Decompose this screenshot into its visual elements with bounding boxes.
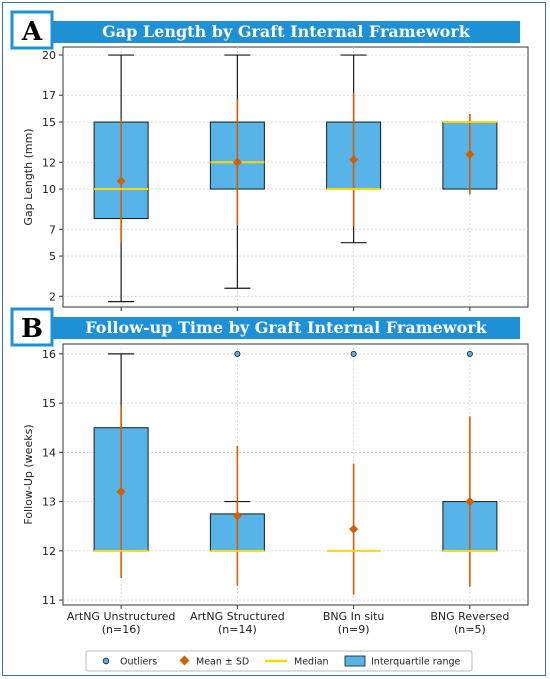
panel-b-outlier-point [234, 350, 241, 357]
panel-a-title-bar [52, 21, 520, 43]
panel-b-category-n: (n=5) [454, 623, 486, 636]
panel-a-ytick-label: 15 [42, 116, 56, 129]
panel-b-ytick-label: 11 [42, 594, 56, 607]
panel-a-letter-box [10, 10, 54, 50]
panel-b-ytick-label: 12 [42, 545, 56, 558]
panel-a-ytick-label: 5 [49, 250, 56, 263]
panel-b-outlier-point [466, 350, 473, 357]
panel-b-title-bar [52, 317, 520, 339]
panel-b-mean-marker [116, 487, 126, 497]
legend-mean-label: Mean ± SD [196, 657, 249, 668]
panel-b-category-n: (n=16) [102, 623, 141, 636]
panel-b-category-label: ArtNG Structured [190, 610, 285, 623]
panel-a-mean-marker [232, 157, 242, 167]
panel-b-category-label: ArtNG Unstructured [67, 610, 176, 623]
panel-b-title: Follow-up Time by Graft Internal Framewo… [85, 318, 487, 337]
legend-iqr-label: Interquartile range [371, 657, 461, 668]
panel-a: 2 5 7 10 12 15 17 20 Gap Length (mm) Gap Length b… [10, 10, 529, 311]
panel-a-ylabel: Gap Length (mm) [22, 128, 35, 225]
panel-b-ylabel: Follow-Up (weeks) [22, 424, 35, 524]
panel-b-category-n: (n=9) [338, 623, 370, 636]
legend-mean-marker [179, 655, 190, 666]
panel-b-letter-box [10, 307, 54, 347]
panel-a-ytick-label: 2 [49, 290, 56, 303]
panel-a-ytick-label: 20 [42, 49, 56, 62]
panel-a-ytick-label: 12 [42, 156, 56, 169]
panel-b-mean-marker [349, 524, 359, 534]
legend-iqr-marker [344, 655, 366, 667]
panel-a-ytick-label: 7 [49, 223, 56, 236]
legend-median-label: Median [294, 657, 329, 668]
panel-a-ytick-label: 10 [42, 183, 56, 196]
panel-b-category-label: BNG In situ [323, 610, 385, 623]
panel-b-category-label: BNG Reversed [430, 610, 509, 623]
panel-b-ytick-label: 14 [42, 446, 56, 459]
panel-b-outlier-point [350, 350, 357, 357]
panel-b-ytick-label: 16 [42, 348, 56, 361]
panel-b-ytick-label: 13 [42, 496, 56, 509]
panel-a-title: Gap Length by Graft Internal Framework [102, 22, 471, 41]
panel-a-letter: A [21, 17, 43, 47]
legend-outlier-marker [102, 657, 110, 665]
legend-outliers-label: Outliers [120, 657, 157, 668]
panel-a-mean-marker [116, 176, 126, 186]
panel-b-ytick-label: 15 [42, 397, 56, 410]
legend: Outliers Mean ± SD Median Interquartile … [85, 650, 473, 672]
panel-b: 11 12 13 14 15 16 Follow-Up (weeks) ArtNG Unstr… [10, 307, 529, 636]
panel-b-letter: B [21, 314, 43, 344]
panel-a-ytick-label: 17 [42, 89, 56, 102]
panel-b-category-n: (n=14) [218, 623, 257, 636]
